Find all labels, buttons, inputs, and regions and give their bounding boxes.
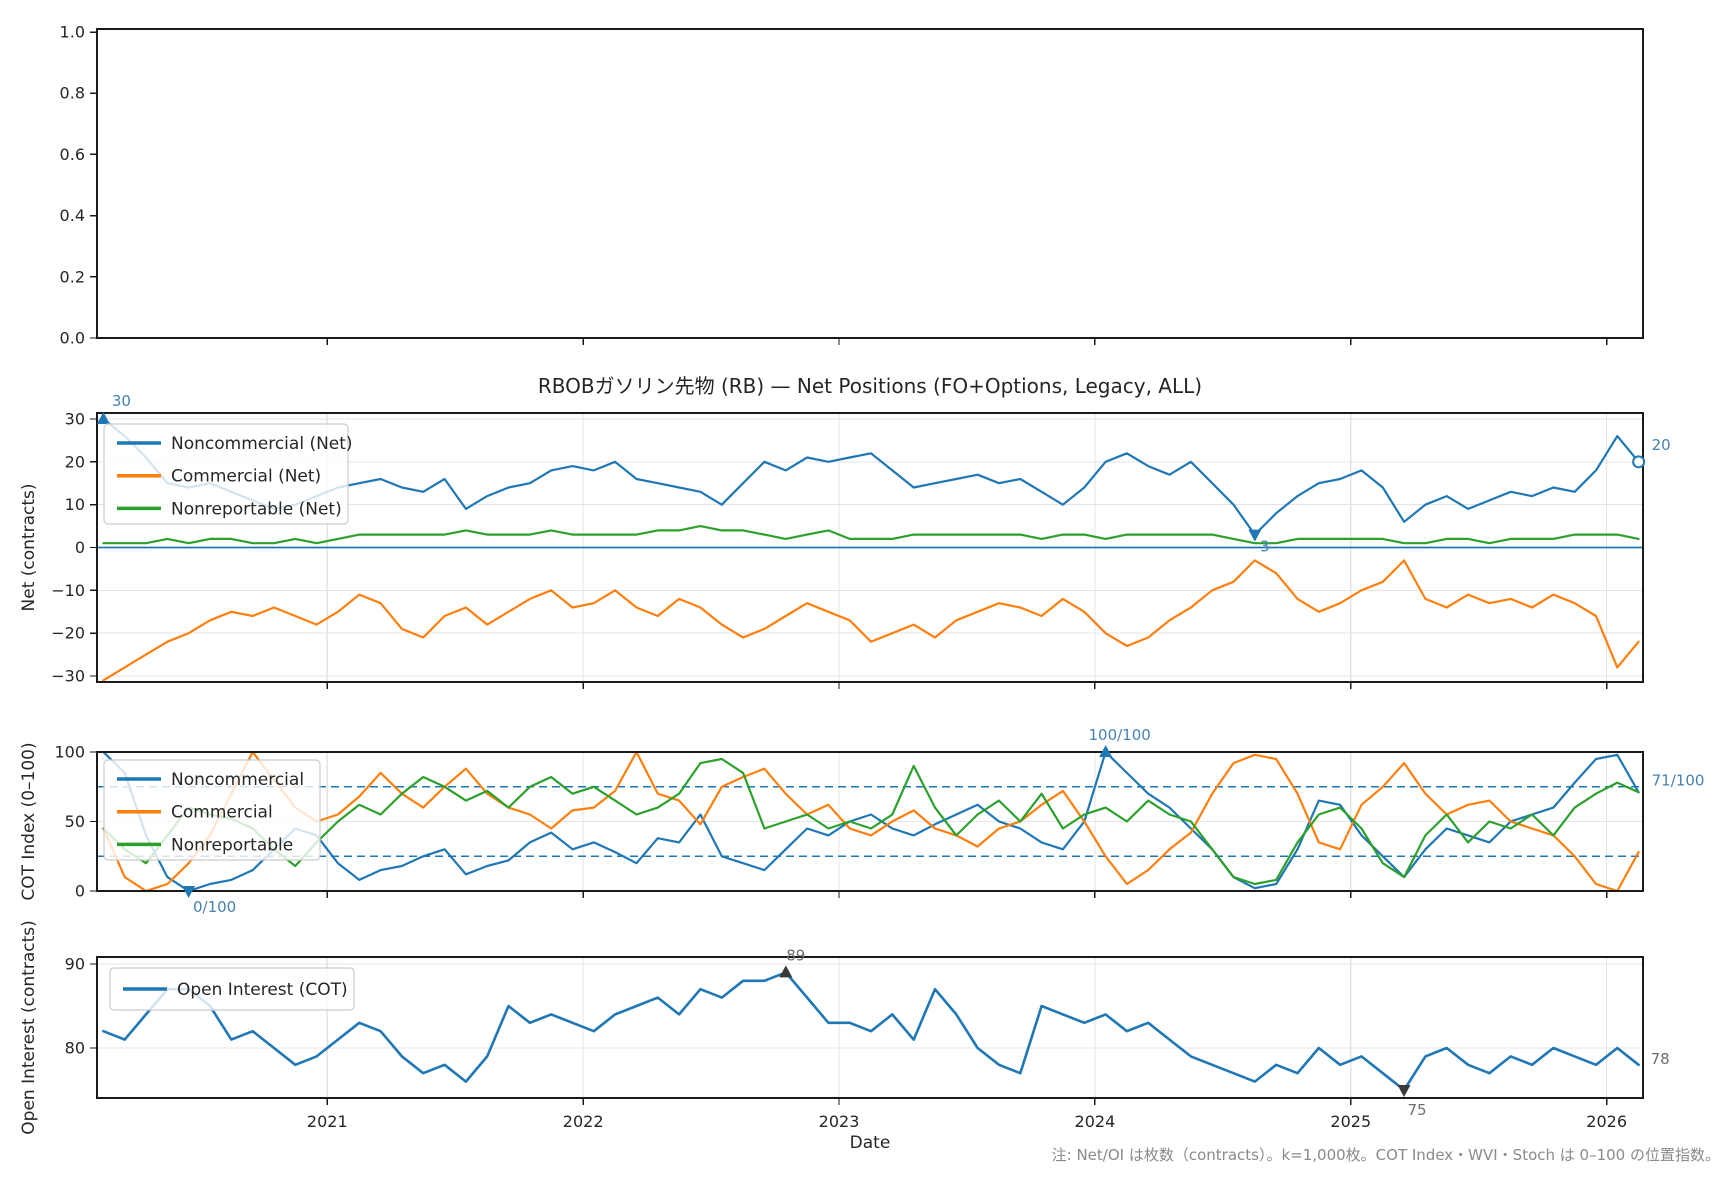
x-axis-label: Date (849, 1133, 891, 1153)
x-tick-label: 2022 (563, 1112, 604, 1131)
annotation-71-100: 71/100 (1652, 771, 1705, 789)
line-noncommercial-net (102, 417, 1640, 536)
y-tick-label: −20 (51, 624, 85, 643)
legend: Noncommercial Commercial Nonreportable (103, 759, 321, 861)
legend-label: Open Interest (COT) (177, 980, 348, 1000)
annotation-text: 78 (1651, 1050, 1670, 1068)
y-tick-label: 80 (65, 1039, 85, 1058)
y-tick-label: 50 (65, 812, 85, 831)
y-tick-label: 0.8 (60, 84, 85, 103)
annotation-100-100: 100/100 (1088, 726, 1151, 757)
annotation-text: 100/100 (1088, 726, 1150, 744)
y-tick-label: 30 (65, 409, 85, 428)
legend-label: Commercial (Net) (171, 467, 321, 487)
annotation-89: 89 (779, 946, 805, 978)
y-axis-title: Net (contracts) (19, 484, 39, 612)
gridlines (97, 957, 1643, 1098)
tick-marks (90, 418, 1608, 689)
x-tick-label: 2026 (1586, 1112, 1627, 1131)
annotation-0-100: 0/100 (182, 886, 236, 916)
annotation-text: 75 (1407, 1101, 1426, 1119)
line-nonreportable (102, 757, 1640, 886)
line-noncommercial (102, 752, 1640, 891)
axes-frame (96, 956, 1644, 1099)
annotation-3: 3 (1248, 529, 1270, 556)
panel-open-interest: 90 80 2021 2022 2023 2024 2025 2026 Open Interes… (19, 920, 1670, 1134)
y-tick-label: −10 (51, 581, 85, 600)
chart-title: RBOBガソリン先物 (RB) — Net Positions (FO+Opti… (537, 374, 1203, 398)
y-tick-label: 0.6 (60, 145, 85, 164)
line-nonreportable-net (102, 525, 1640, 545)
y-axis-title: COT Index (0–100) (19, 742, 39, 900)
legend-label: Noncommercial (171, 770, 304, 790)
legend-label: Nonreportable (171, 835, 293, 855)
line-commercial-net (102, 559, 1640, 682)
y-tick-label: 90 (65, 954, 85, 973)
annotation-30: 30 (96, 392, 131, 424)
annotation-text: 89 (786, 946, 805, 964)
annotation-text: 30 (112, 392, 131, 410)
axes-frame (96, 28, 1644, 339)
annotation-text: 3 (1260, 538, 1270, 556)
y-tick-label: 0 (75, 538, 85, 557)
y-tick-label: −30 (51, 667, 85, 686)
x-tick-label: 2025 (1330, 1112, 1371, 1131)
legend: Noncommercial (Net) Commercial (Net) Nonre… (103, 423, 353, 525)
annotation-text: 0/100 (193, 898, 236, 916)
footnote: 注: Net/OI は枚数（contracts）。k=1,000枚。COT In… (1051, 1146, 1720, 1164)
panel-empty-plot: 1.0 0.8 0.6 0.4 0.2 0.0 (60, 23, 1644, 348)
annotation-75: 75 (1397, 1085, 1427, 1119)
y-tick-label: 100 (54, 743, 85, 762)
legend: Open Interest (COT) (109, 967, 355, 1011)
annotation-text: 20 (1652, 436, 1671, 454)
tick-marks (90, 31, 1608, 345)
y-axis-title: Open Interest (contracts) (19, 920, 39, 1134)
y-tick-label: 20 (65, 452, 85, 471)
y-tick-label: 0 (75, 882, 85, 901)
x-tick-label: 2023 (819, 1112, 860, 1131)
legend-label: Nonreportable (Net) (171, 499, 342, 519)
legend-label: Commercial (171, 803, 273, 823)
tick-marks (90, 963, 1608, 1105)
annotation-20: 20 (1632, 436, 1671, 469)
line-commercial (102, 752, 1640, 891)
x-tick-label: 2024 (1075, 1112, 1116, 1131)
y-tick-label: 10 (65, 495, 85, 514)
y-tick-label: 0.4 (60, 206, 85, 225)
annotation-text: 71/100 (1652, 771, 1705, 789)
annotation-78: 78 (1651, 1050, 1670, 1068)
y-tick-label: 0.0 (60, 329, 85, 348)
legend-label: Noncommercial (Net) (171, 434, 353, 454)
x-tick-label: 2021 (307, 1112, 348, 1131)
panel-net-positions: 30 20 10 0 −10 −20 −30 Net (contracts) 30 3 20 Nonc… (19, 392, 1671, 689)
y-tick-label: 0.2 (60, 267, 85, 286)
tick-marks (90, 751, 1608, 898)
line-open-interest-cot (102, 971, 1640, 1092)
panel-cot-index: 100 50 0 COT Index (0–100) 0/100 100/100 71/10… (19, 726, 1704, 916)
y-tick-label: 1.0 (60, 23, 85, 42)
